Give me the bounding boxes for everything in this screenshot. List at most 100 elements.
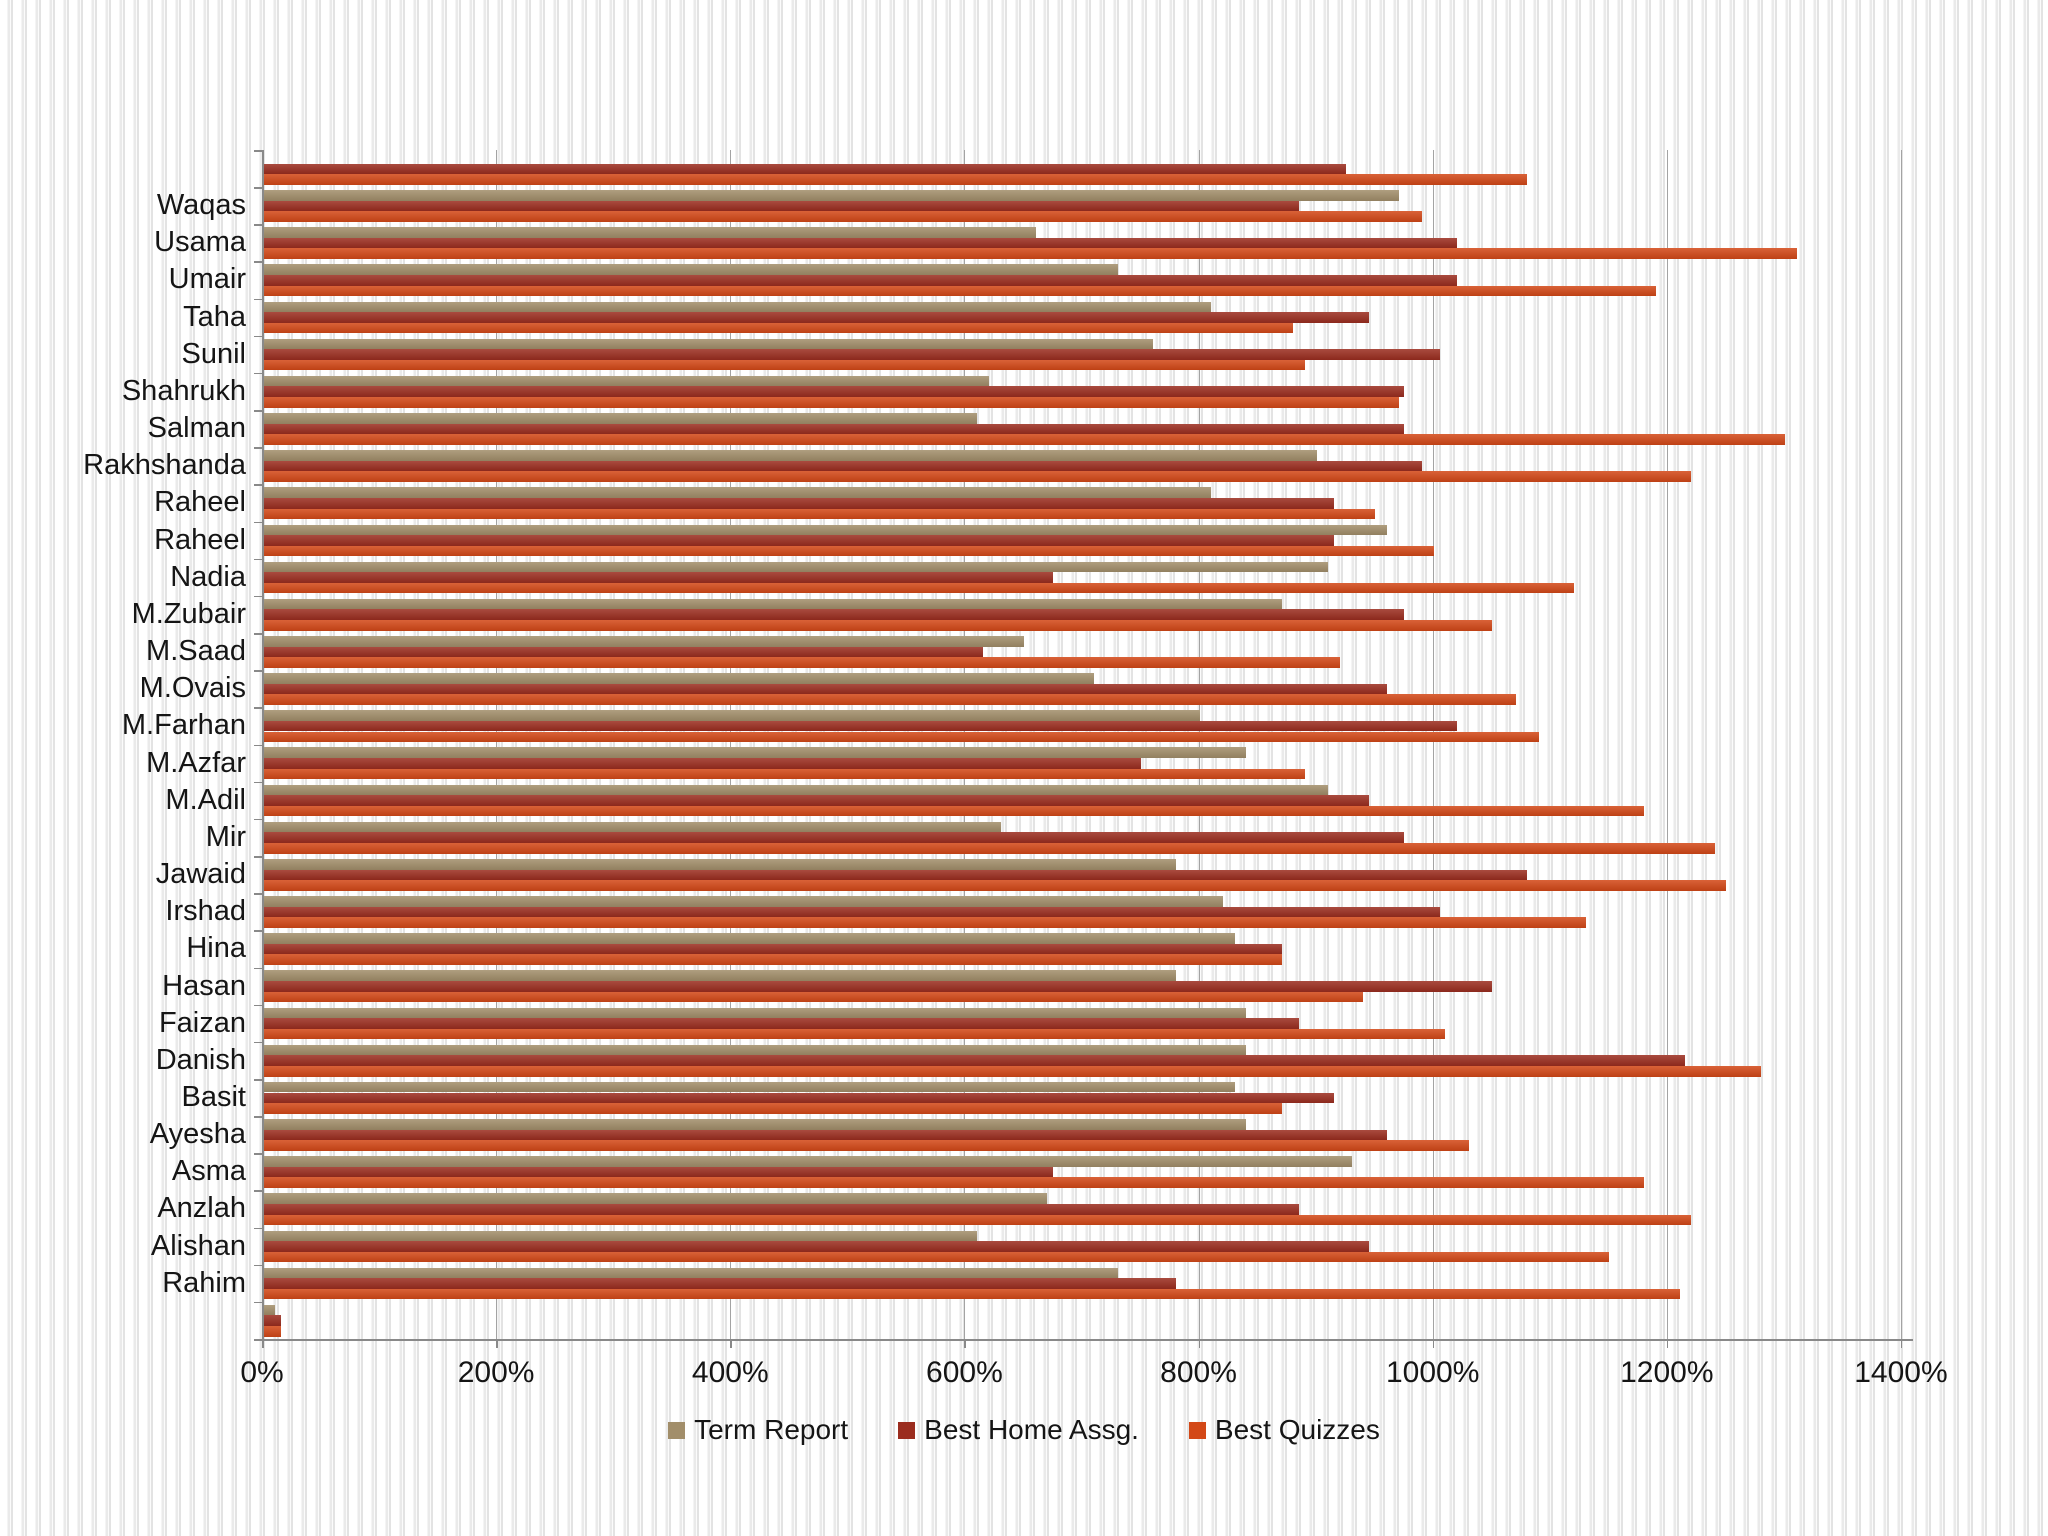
- bar-term-report[interactable]: [263, 1304, 275, 1316]
- bar-best-quizzes[interactable]: [263, 1065, 1762, 1077]
- bar-term-report[interactable]: [263, 227, 1036, 238]
- bar-best-quizzes[interactable]: [263, 322, 1294, 334]
- bar-best-quizzes[interactable]: [263, 880, 1727, 891]
- bar-term-report[interactable]: [263, 858, 1177, 870]
- bar-best-quizzes[interactable]: [263, 174, 1528, 185]
- bar-best-home-assg[interactable]: [263, 1241, 1370, 1252]
- bar-best-home-assg[interactable]: [263, 386, 1405, 398]
- bar-best-home-assg[interactable]: [263, 683, 1387, 695]
- bar-best-quizzes[interactable]: [263, 582, 1575, 594]
- bar-best-home-assg[interactable]: [263, 274, 1458, 286]
- bar-best-home-assg[interactable]: [263, 572, 1054, 583]
- bar-term-report[interactable]: [263, 375, 989, 387]
- bar-best-home-assg[interactable]: [263, 1055, 1686, 1066]
- bar-term-report[interactable]: [263, 301, 1212, 313]
- bar-best-home-assg[interactable]: [263, 200, 1300, 212]
- bar-term-report[interactable]: [263, 747, 1247, 759]
- bar-best-home-assg[interactable]: [263, 795, 1370, 806]
- bar-best-home-assg[interactable]: [263, 869, 1528, 881]
- bar-best-quizzes[interactable]: [263, 805, 1645, 817]
- bar-term-report[interactable]: [263, 190, 1399, 201]
- bar-best-home-assg[interactable]: [263, 1018, 1300, 1029]
- bar-term-report[interactable]: [263, 1044, 1247, 1056]
- bar-term-report[interactable]: [263, 264, 1118, 275]
- bar-best-quizzes[interactable]: [263, 842, 1715, 854]
- bar-best-home-assg[interactable]: [263, 1092, 1335, 1104]
- legend-item-best-home-assg[interactable]: Best Home Assg.: [898, 1414, 1139, 1446]
- bar-best-home-assg[interactable]: [263, 1278, 1177, 1289]
- bar-best-quizzes[interactable]: [263, 657, 1341, 668]
- bar-best-home-assg[interactable]: [263, 906, 1440, 918]
- bar-best-home-assg[interactable]: [263, 237, 1458, 249]
- bar-term-report[interactable]: [263, 413, 978, 424]
- bar-best-quizzes[interactable]: [263, 768, 1305, 780]
- bar-term-report[interactable]: [263, 487, 1212, 498]
- bar-best-home-assg[interactable]: [263, 943, 1282, 955]
- bar-best-quizzes[interactable]: [263, 211, 1422, 222]
- bar-best-home-assg[interactable]: [263, 1315, 281, 1327]
- bar-best-quizzes[interactable]: [263, 1288, 1680, 1300]
- bar-best-quizzes[interactable]: [263, 1028, 1446, 1040]
- bar-term-report[interactable]: [263, 524, 1387, 536]
- bar-best-quizzes[interactable]: [263, 508, 1376, 520]
- bar-term-report[interactable]: [263, 635, 1024, 647]
- bar-term-report[interactable]: [263, 1230, 978, 1242]
- bar-term-report[interactable]: [263, 1193, 1048, 1204]
- bar-best-quizzes[interactable]: [263, 397, 1399, 408]
- bar-best-home-assg[interactable]: [263, 423, 1405, 435]
- bar-term-report[interactable]: [263, 933, 1235, 944]
- bar-best-quizzes[interactable]: [263, 954, 1282, 966]
- bar-best-home-assg[interactable]: [263, 535, 1335, 546]
- bar-best-quizzes[interactable]: [263, 285, 1657, 297]
- bar-best-quizzes[interactable]: [263, 1140, 1469, 1151]
- bar-term-report[interactable]: [263, 710, 1200, 721]
- bar-best-quizzes[interactable]: [263, 991, 1364, 1003]
- bar-best-quizzes[interactable]: [263, 1251, 1610, 1263]
- bar-best-home-assg[interactable]: [263, 1166, 1054, 1178]
- bar-term-report[interactable]: [263, 784, 1329, 796]
- bar-term-report[interactable]: [263, 970, 1177, 981]
- bar-term-report[interactable]: [263, 821, 1001, 833]
- bar-best-quizzes[interactable]: [263, 694, 1516, 705]
- bar-term-report[interactable]: [263, 673, 1095, 684]
- bar-best-quizzes[interactable]: [263, 359, 1305, 371]
- bar-best-quizzes[interactable]: [263, 1326, 281, 1337]
- bar-best-quizzes[interactable]: [263, 248, 1797, 259]
- bar-best-home-assg[interactable]: [263, 832, 1405, 843]
- bar-term-report[interactable]: [263, 1267, 1118, 1279]
- bar-best-quizzes[interactable]: [263, 434, 1785, 445]
- bar-term-report[interactable]: [263, 896, 1223, 907]
- bar-term-report[interactable]: [263, 1119, 1247, 1130]
- bar-term-report[interactable]: [263, 1007, 1247, 1019]
- legend-item-term-report[interactable]: Term Report: [668, 1414, 848, 1446]
- bar-best-home-assg[interactable]: [263, 312, 1370, 323]
- bar-best-home-assg[interactable]: [263, 1129, 1387, 1141]
- bar-term-report[interactable]: [263, 561, 1329, 573]
- bar-best-home-assg[interactable]: [263, 981, 1493, 992]
- bar-best-quizzes[interactable]: [263, 917, 1586, 928]
- bar-best-home-assg[interactable]: [263, 497, 1335, 509]
- bar-best-quizzes[interactable]: [263, 545, 1434, 557]
- bar-best-quizzes[interactable]: [263, 1214, 1692, 1226]
- bar-best-home-assg[interactable]: [263, 460, 1422, 472]
- bar-best-quizzes[interactable]: [263, 731, 1540, 743]
- bar-best-home-assg[interactable]: [263, 609, 1405, 620]
- bar-best-home-assg[interactable]: [263, 646, 983, 658]
- bar-best-home-assg[interactable]: [263, 349, 1440, 360]
- category-label: M.Saad: [146, 635, 246, 668]
- bar-term-report[interactable]: [263, 450, 1317, 461]
- category-label: Jawaid: [155, 858, 246, 891]
- legend-item-best-quizzes[interactable]: Best Quizzes: [1188, 1414, 1380, 1446]
- bar-best-quizzes[interactable]: [263, 620, 1493, 631]
- bar-best-home-assg[interactable]: [263, 163, 1346, 175]
- bar-term-report[interactable]: [263, 338, 1153, 350]
- bar-best-quizzes[interactable]: [263, 471, 1692, 482]
- bar-best-home-assg[interactable]: [263, 720, 1458, 732]
- bar-term-report[interactable]: [263, 1081, 1235, 1093]
- bar-term-report[interactable]: [263, 1156, 1352, 1167]
- bar-best-quizzes[interactable]: [263, 1103, 1282, 1114]
- bar-term-report[interactable]: [263, 598, 1282, 610]
- bar-best-quizzes[interactable]: [263, 1177, 1645, 1188]
- bar-best-home-assg[interactable]: [263, 758, 1142, 769]
- bar-best-home-assg[interactable]: [263, 1203, 1300, 1215]
